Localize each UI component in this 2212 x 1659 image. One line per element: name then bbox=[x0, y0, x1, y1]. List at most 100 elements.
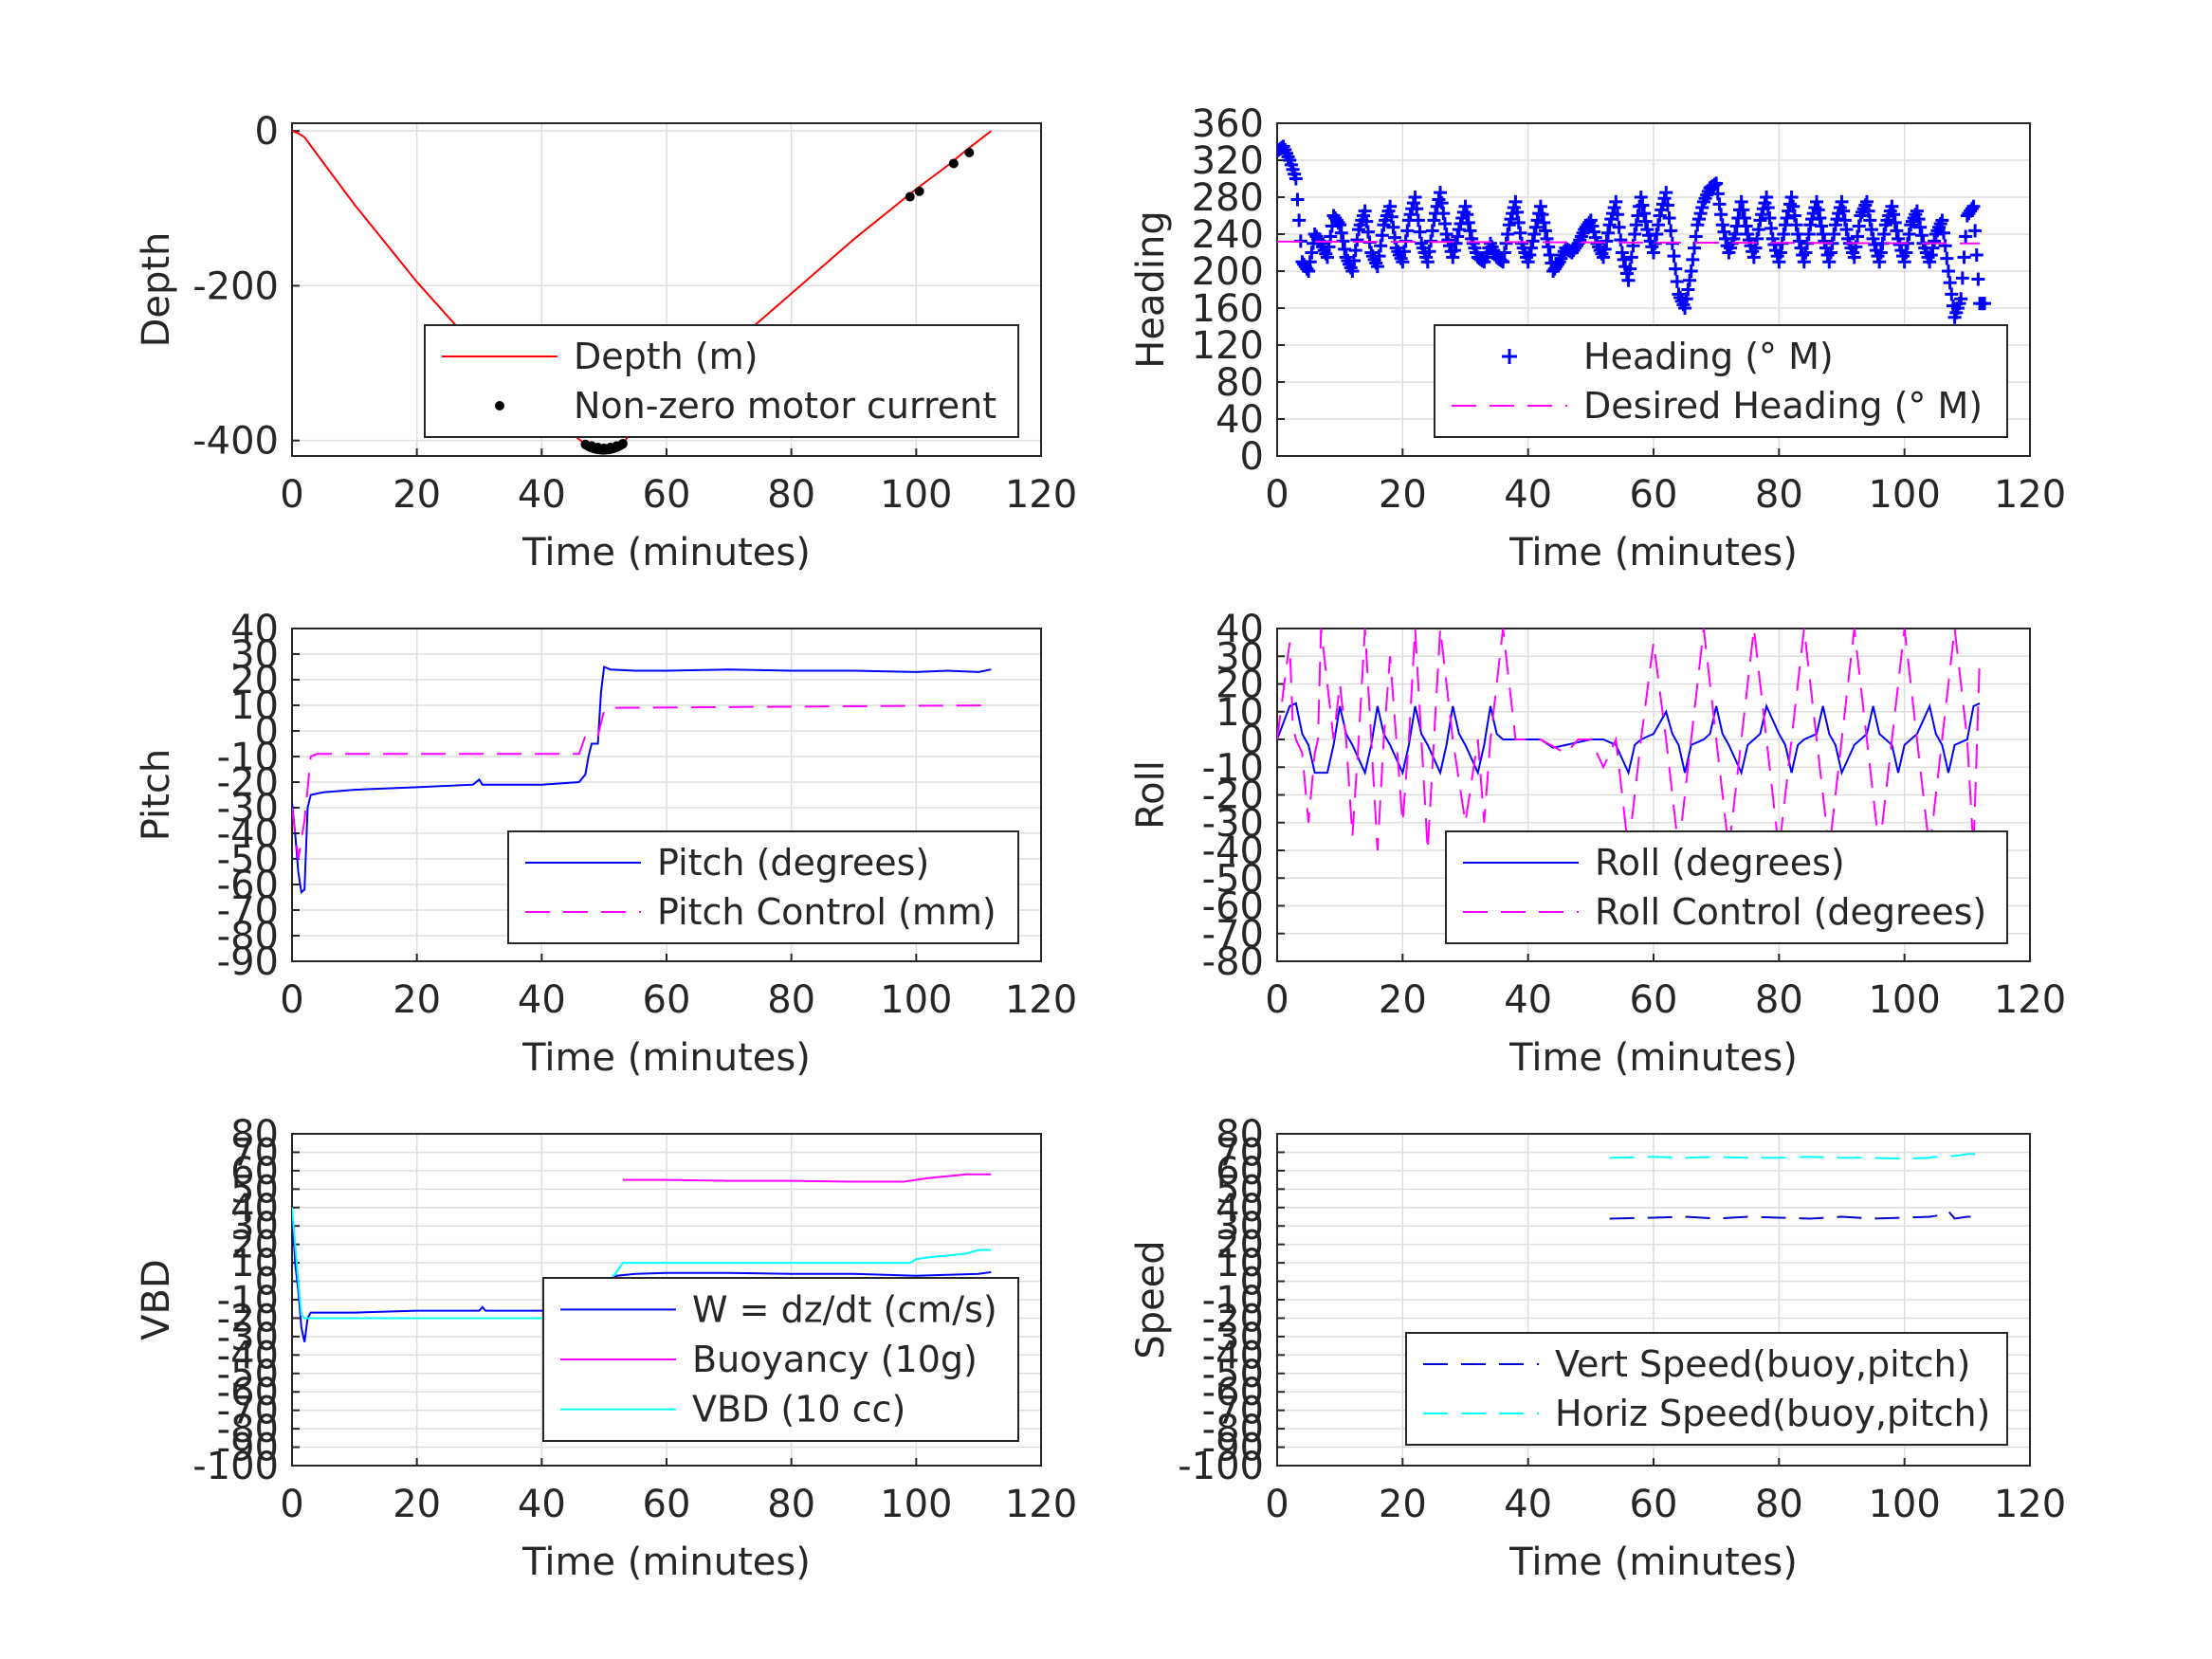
data-point bbox=[1890, 224, 1904, 238]
y-tick-label: -60 bbox=[217, 864, 279, 907]
y-tick-label: -200 bbox=[192, 264, 279, 308]
data-point bbox=[1863, 213, 1877, 228]
data-point bbox=[1859, 194, 1874, 209]
data-point bbox=[1383, 199, 1398, 213]
data-point bbox=[1763, 210, 1777, 225]
subplot-pitch: 0 20 40 60 80 100 120403020100-10-20-30-40-50-… bbox=[135, 608, 1077, 1080]
data-point bbox=[1686, 252, 1700, 266]
y-tick-label: 80 bbox=[1216, 361, 1264, 405]
data-point bbox=[1615, 246, 1629, 260]
data-point bbox=[1638, 214, 1653, 228]
y-tick-label: -30 bbox=[1202, 1316, 1264, 1359]
y-axis-label: VBD bbox=[135, 1259, 178, 1340]
y-axis-label: Speed bbox=[1129, 1240, 1173, 1358]
y-tick-label: 40 bbox=[1216, 398, 1264, 442]
x-tick-label: 80 bbox=[767, 1483, 815, 1526]
y-tick-label: 40 bbox=[230, 1187, 279, 1231]
data-point bbox=[1634, 191, 1648, 204]
data-point bbox=[1397, 245, 1411, 259]
data-point bbox=[1425, 224, 1439, 238]
data-point bbox=[1911, 212, 1926, 227]
y-tick-label: -40 bbox=[1202, 1334, 1264, 1377]
y-tick-label: -10 bbox=[1202, 746, 1264, 790]
data-point bbox=[1302, 264, 1316, 278]
data-point bbox=[1360, 214, 1374, 228]
data-point bbox=[1935, 213, 1949, 228]
y-tick-label: -30 bbox=[217, 787, 279, 830]
data-point bbox=[1384, 210, 1398, 224]
x-tick-label: 0 bbox=[1265, 978, 1289, 1022]
data-point bbox=[905, 191, 915, 202]
data-point bbox=[1801, 228, 1816, 241]
series-layer bbox=[1277, 629, 1982, 851]
data-point bbox=[1734, 194, 1748, 209]
data-point bbox=[1678, 301, 1692, 315]
x-tick-label: 120 bbox=[1005, 978, 1077, 1022]
data-point bbox=[1331, 215, 1345, 229]
data-point bbox=[1447, 244, 1461, 258]
y-tick-label: -40 bbox=[217, 1334, 279, 1377]
data-point bbox=[1435, 196, 1449, 210]
data-point bbox=[1458, 199, 1472, 213]
data-point bbox=[1954, 292, 1968, 306]
data-point bbox=[1736, 203, 1750, 217]
data-point bbox=[1874, 246, 1888, 260]
legend-box bbox=[1434, 324, 2008, 438]
x-tick-label: 80 bbox=[1755, 1483, 1803, 1526]
legend-box bbox=[1405, 1332, 2008, 1446]
y-tick-label: -40 bbox=[1202, 830, 1264, 873]
data-point bbox=[1784, 191, 1799, 204]
data-point bbox=[1772, 255, 1786, 269]
data-point bbox=[1460, 208, 1474, 222]
series-line bbox=[292, 704, 992, 860]
axes-frame bbox=[291, 122, 1042, 457]
data-point bbox=[1660, 198, 1674, 212]
series-line bbox=[1277, 629, 1982, 851]
data-point bbox=[1396, 255, 1410, 269]
x-tick-label: 60 bbox=[643, 978, 691, 1022]
data-point bbox=[1899, 246, 1913, 260]
y-tick-label: -50 bbox=[1202, 857, 1264, 901]
y-tick-label: -40 bbox=[217, 812, 279, 856]
legend-marker bbox=[495, 401, 504, 410]
data-point bbox=[1636, 198, 1650, 212]
x-tick-label: 60 bbox=[1630, 978, 1678, 1022]
series-line bbox=[292, 665, 992, 894]
subplot-depth: 0 20 40 60 80 100 120 0 -200 -400 Time (minutes) De… bbox=[135, 110, 1077, 574]
data-point bbox=[1943, 276, 1957, 290]
y-tick-label: 280 bbox=[1192, 176, 1264, 220]
data-point bbox=[1610, 208, 1624, 222]
x-tick-label: 60 bbox=[643, 473, 691, 517]
legend-label: Vert Speed(buoy,pitch) bbox=[1555, 1343, 1970, 1385]
data-point bbox=[1510, 205, 1525, 219]
data-point bbox=[1528, 220, 1543, 234]
data-point bbox=[1436, 207, 1451, 221]
x-tick-label: 0 bbox=[1265, 1483, 1289, 1526]
data-point bbox=[1928, 234, 1942, 248]
y-tick-label: 10 bbox=[230, 684, 279, 728]
y-tick-label: -20 bbox=[217, 761, 279, 805]
data-point bbox=[1737, 210, 1751, 225]
y-tick-label: -90 bbox=[1202, 1427, 1264, 1470]
data-point bbox=[948, 158, 959, 169]
data-point bbox=[1499, 236, 1513, 250]
data-point bbox=[1978, 297, 1992, 311]
y-tick-label: 20 bbox=[230, 1224, 279, 1267]
data-point bbox=[1887, 208, 1901, 222]
data-point bbox=[1290, 192, 1305, 207]
data-point bbox=[1427, 213, 1441, 228]
data-point bbox=[1650, 228, 1664, 241]
data-point bbox=[1864, 223, 1878, 237]
data-point bbox=[1667, 249, 1681, 264]
data-point bbox=[1511, 215, 1526, 229]
y-tick-label: -10 bbox=[217, 736, 279, 779]
y-tick-label: 80 bbox=[1216, 1113, 1264, 1157]
data-point bbox=[1688, 241, 1702, 255]
data-point bbox=[1902, 228, 1916, 241]
data-point bbox=[1888, 215, 1902, 229]
data-point bbox=[1751, 223, 1765, 237]
data-point bbox=[1780, 210, 1794, 225]
y-tick-label: 20 bbox=[1216, 1224, 1264, 1267]
data-point bbox=[1375, 228, 1389, 243]
y-axis-label: Pitch bbox=[135, 749, 178, 841]
